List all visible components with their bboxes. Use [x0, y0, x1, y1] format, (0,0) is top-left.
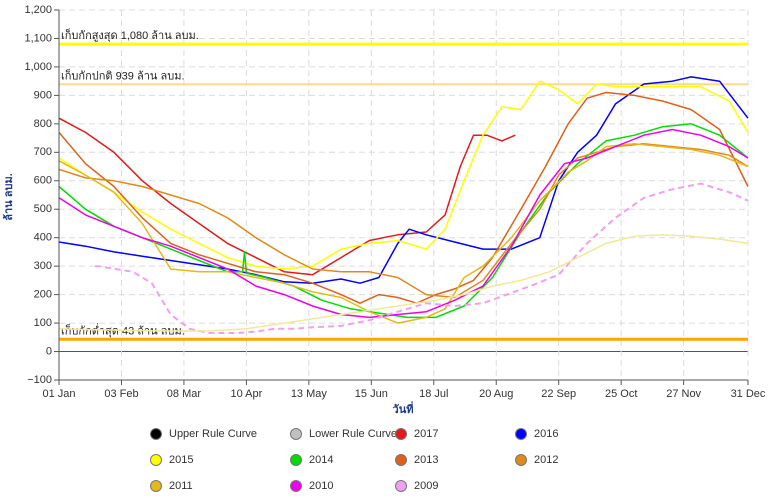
- y-tick-label: 200: [34, 289, 52, 301]
- x-tick-label: 03 Feb: [104, 388, 138, 400]
- x-tick-label: 31 Dec: [731, 388, 766, 400]
- legend-item-lower-rule-curve[interactable]: Lower Rule Curve: [290, 424, 397, 444]
- reference-lines: เก็บกักสูงสุด 1,080 ล้าน ลบม. เก็บกักปกติ…: [59, 28, 748, 341]
- legend-item-2009[interactable]: 2009: [395, 476, 438, 496]
- legend-item-2010[interactable]: 2010: [290, 476, 333, 496]
- y-tick-label: 1,200: [24, 4, 52, 16]
- x-axis-title: วันที่: [393, 401, 414, 416]
- legend-swatch: [150, 480, 162, 492]
- legend-item-2015[interactable]: 2015: [150, 450, 193, 470]
- y-tick-label: 100: [34, 317, 52, 329]
- series-line-2011: [58, 143, 749, 324]
- x-tick-label: 08 Mar: [167, 388, 202, 400]
- legend-label: 2016: [534, 428, 559, 440]
- legend-item-2012[interactable]: 2012: [515, 450, 558, 470]
- y-tick-label: 600: [34, 175, 52, 187]
- legend-item-2017[interactable]: 2017: [395, 424, 438, 444]
- y-tick-label: 400: [34, 232, 52, 244]
- x-tick-label: 01 Jan: [42, 388, 75, 400]
- series-line-2016: [58, 76, 749, 284]
- legend-swatch: [290, 454, 302, 466]
- legend-item-2016[interactable]: 2016: [515, 424, 558, 444]
- y-tick-label: 1,000: [24, 61, 52, 73]
- y-tick-label: −100: [27, 374, 52, 386]
- series-line-2009: [95, 182, 749, 334]
- legend-swatch: [290, 428, 302, 440]
- x-tick-label: 27 Nov: [666, 388, 701, 400]
- legend-item-2014[interactable]: 2014: [290, 450, 333, 470]
- legend-label: Lower Rule Curve: [309, 428, 398, 440]
- x-tick-label: 22 Sep: [541, 388, 576, 400]
- legend-label: 2013: [414, 454, 439, 466]
- series-line-2010: [58, 128, 749, 319]
- legend-label: 2017: [414, 428, 439, 440]
- y-tick-label: 900: [34, 89, 52, 101]
- x-tick-label: 10 Apr: [230, 388, 262, 400]
- legend-label: 2010: [309, 480, 334, 492]
- x-tick-label: 15 Jun: [355, 388, 388, 400]
- legend-label: 2012: [534, 454, 559, 466]
- series-line-2014: [58, 123, 749, 319]
- legend-swatch: [395, 454, 407, 466]
- y-tick-label: 700: [34, 146, 52, 158]
- reference-line-label: เก็บกักปกติ 939 ล้าน ลบม.: [61, 68, 185, 82]
- legend-swatch: [150, 454, 162, 466]
- y-axis-title: ล้าน ลบม.: [2, 173, 15, 221]
- legend-item-upper-rule-curve[interactable]: Upper Rule Curve: [150, 424, 257, 444]
- legend-label: 2009: [414, 480, 439, 492]
- legend-label: 2011: [169, 480, 193, 492]
- x-tick-label: 25 Oct: [605, 388, 637, 400]
- x-tick-label: 20 Aug: [479, 388, 513, 400]
- legend-swatch: [515, 428, 527, 440]
- legend-swatch: [150, 428, 162, 440]
- legend-item-2011[interactable]: 2011: [150, 476, 193, 496]
- y-tick-label: 500: [34, 203, 52, 215]
- series-line-2017: [58, 117, 516, 276]
- legend-swatch: [395, 480, 407, 492]
- legend-item-2013[interactable]: 2013: [395, 450, 438, 470]
- grid: [58, 9, 749, 381]
- legend-swatch: [515, 454, 527, 466]
- x-tick-label: 18 Jul: [419, 388, 448, 400]
- series-line-2015: [58, 80, 749, 270]
- legend-label: 2015: [169, 454, 194, 466]
- legend-swatch: [395, 428, 407, 440]
- series-layer: [58, 76, 749, 334]
- legend-label: Upper Rule Curve: [169, 428, 258, 440]
- y-tick-label: 800: [34, 118, 52, 130]
- y-tick-label: 0: [46, 345, 52, 357]
- x-tick-label: 13 May: [291, 388, 328, 400]
- legend-label: 2014: [309, 454, 334, 466]
- series-line-2012: [58, 143, 749, 299]
- axes: −100 0 100 200 300 400 500 600 700 800 900 1,000 1,1…: [24, 4, 765, 400]
- legend-swatch: [290, 480, 302, 492]
- series-line-unlabeled: [58, 234, 749, 332]
- reference-line-label: เก็บกักสูงสุด 1,080 ล้าน ลบม.: [61, 28, 199, 42]
- y-tick-label: 300: [34, 260, 52, 272]
- y-tick-label: 1,100: [24, 32, 52, 44]
